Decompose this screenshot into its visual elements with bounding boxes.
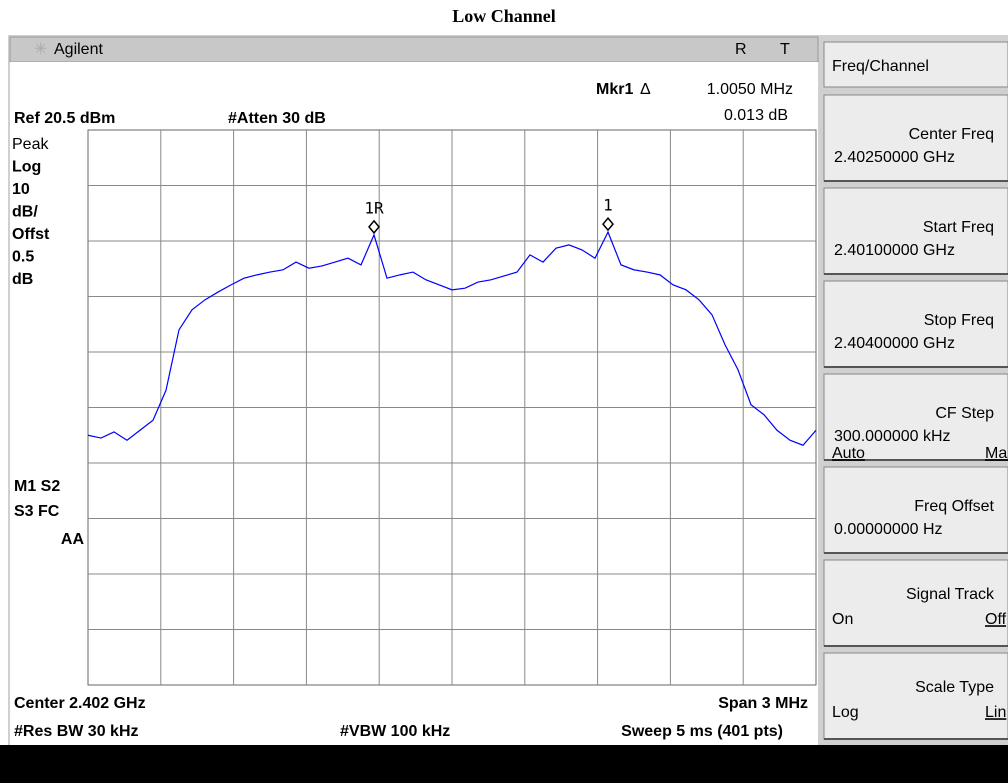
softkey-label: Freq Offset	[914, 498, 994, 515]
softkey-face	[823, 652, 1008, 740]
sweep: Sweep 5 ms (401 pts)	[621, 723, 783, 740]
softkey-option: Log	[832, 704, 859, 721]
vbw: #VBW 100 kHz	[340, 723, 450, 740]
status-r: R	[735, 41, 747, 58]
softkey-label: Start Freq	[923, 219, 994, 236]
softkey[interactable]: Stop Freq 2.40400000 GHz	[823, 280, 1008, 368]
status-label: M1 S2	[14, 478, 60, 495]
softkey[interactable]: Start Freq 2.40100000 GHz	[823, 187, 1008, 275]
scale-label: dB	[12, 271, 33, 288]
page-title: Low Channel	[452, 6, 556, 26]
display-area	[10, 62, 818, 745]
softkey-value: 2.40250000 GHz	[834, 149, 955, 166]
softkey-option: Lin	[985, 704, 1006, 721]
marker-diamond	[368, 219, 380, 235]
logo-icon: ✳	[34, 41, 47, 58]
status-label: AA	[61, 531, 85, 548]
softkey[interactable]: Center Freq 2.40250000 GHz	[823, 94, 1008, 182]
softkey-label: Scale Type	[915, 679, 994, 696]
header-bar	[9, 36, 819, 63]
softkey-option: Auto	[832, 445, 865, 462]
softkey-option: Off	[985, 611, 1007, 628]
span: Span 3 MHz	[718, 695, 808, 712]
softkey-face	[823, 187, 1008, 275]
menu-title-key	[823, 41, 1008, 88]
scale-label: 10	[12, 181, 30, 198]
softkey-option: On	[832, 611, 853, 628]
marker-frequency: 1.0050 MHz	[707, 81, 793, 98]
softkey-value: 0.00000000 Hz	[834, 521, 943, 538]
softkey[interactable]: Freq Offset 0.00000000 Hz	[823, 466, 1008, 554]
softkey[interactable]: Scale Type Log Lin	[823, 652, 1008, 740]
softkey-label: CF Step	[935, 405, 994, 422]
softkey-face	[823, 466, 1008, 554]
softkey-label: Center Freq	[909, 126, 994, 143]
brand: Agilent	[54, 41, 103, 58]
bottom-bar	[0, 745, 1008, 783]
menu-title: Freq/Channel	[832, 58, 929, 75]
trace	[87, 230, 817, 446]
softkey-face	[823, 373, 1008, 461]
marker-amplitude: 0.013 dB	[724, 107, 788, 124]
softkey-label: Stop Freq	[924, 312, 994, 329]
marker-label: 1	[603, 196, 613, 215]
softkey-label: Signal Track	[906, 586, 995, 603]
delta-symbol: Δ	[640, 81, 651, 98]
scale-label: 0.5	[12, 249, 34, 266]
scale-label: Log	[12, 159, 41, 176]
marker-name: Mkr1	[596, 81, 633, 98]
scale-label: dB/	[12, 204, 38, 221]
softkey-option: Man	[985, 445, 1008, 462]
softkey-face	[823, 280, 1008, 368]
softkey[interactable]: Signal Track On Off	[823, 559, 1008, 647]
status-t: T	[780, 41, 790, 58]
softkey-face	[823, 559, 1008, 647]
marker-diamond	[602, 216, 614, 232]
scale-label: Peak	[12, 136, 49, 153]
ref-level: Ref 20.5 dBm	[14, 110, 115, 127]
scale-label: Offst	[12, 226, 50, 243]
marker-label: 1R	[364, 198, 384, 217]
softkey-value: 2.40100000 GHz	[834, 242, 955, 259]
softkey-value: 2.40400000 GHz	[834, 335, 955, 352]
attenuation: #Atten 30 dB	[228, 110, 326, 127]
status-label: S3 FC	[14, 503, 60, 520]
softkey-value: 300.000000 kHz	[834, 428, 951, 445]
center-frequency: Center 2.402 GHz	[14, 695, 146, 712]
res-bw: #Res BW 30 kHz	[14, 723, 139, 740]
